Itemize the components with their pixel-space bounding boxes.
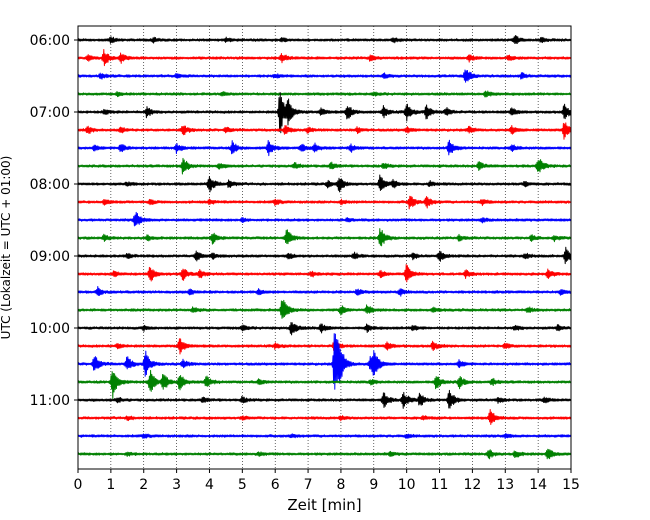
trace-row bbox=[77, 409, 572, 425]
x-tick-label: 2 bbox=[139, 477, 148, 493]
plot-frame bbox=[77, 25, 572, 470]
x-tick-label: 12 bbox=[463, 477, 481, 493]
x-axis-label: Zeit [min] bbox=[287, 496, 361, 514]
trace-row bbox=[77, 35, 572, 45]
trace-row bbox=[77, 211, 572, 227]
x-tick-label: 10 bbox=[398, 477, 416, 493]
x-axis-ticks: 0 1 2 3 4 5 6 7 8 9 10 11 12 13 14 15 bbox=[74, 469, 580, 493]
trace-row bbox=[77, 228, 572, 247]
trace-row bbox=[77, 322, 572, 336]
y-axis-ticks: 06:00 07:00 08:00 09:00 10:00 11:00 bbox=[30, 33, 78, 409]
x-tick-label: 8 bbox=[336, 477, 345, 493]
x-tick-label: 0 bbox=[74, 477, 83, 493]
trace-row bbox=[77, 69, 572, 83]
trace-row bbox=[77, 157, 572, 175]
trace-row bbox=[77, 333, 572, 390]
trace-row bbox=[77, 369, 572, 399]
trace-row bbox=[77, 90, 572, 98]
y-tick-label: 11:00 bbox=[30, 393, 70, 409]
trace-row bbox=[77, 389, 572, 409]
trace-row bbox=[77, 264, 572, 283]
x-tick-label: 13 bbox=[496, 477, 514, 493]
trace-row bbox=[77, 246, 572, 265]
x-tick-label: 3 bbox=[172, 477, 181, 493]
x-tick-label: 5 bbox=[238, 477, 247, 493]
trace-row bbox=[77, 286, 572, 297]
y-tick-label: 07:00 bbox=[30, 105, 70, 121]
trace-row bbox=[77, 122, 572, 140]
trace-row bbox=[77, 195, 572, 210]
x-tick-label: 4 bbox=[205, 477, 214, 493]
x-tick-label: 11 bbox=[431, 477, 449, 493]
x-tick-label: 1 bbox=[106, 477, 115, 493]
x-tick-label: 9 bbox=[369, 477, 378, 493]
trace-row bbox=[77, 92, 572, 134]
x-tick-label: 7 bbox=[304, 477, 313, 493]
x-tick-label: 15 bbox=[562, 477, 580, 493]
grid-lines bbox=[110, 26, 539, 469]
trace-row bbox=[77, 139, 572, 157]
x-tick-label: 14 bbox=[529, 477, 547, 493]
y-tick-label: 08:00 bbox=[30, 177, 70, 193]
x-tick-label: 6 bbox=[271, 477, 280, 493]
trace-row bbox=[77, 448, 572, 460]
trace-row bbox=[77, 174, 572, 193]
trace-row bbox=[77, 432, 572, 440]
trace-row bbox=[77, 299, 572, 319]
y-tick-label: 09:00 bbox=[30, 249, 70, 265]
trace-row bbox=[77, 49, 572, 67]
y-tick-label: 06:00 bbox=[30, 33, 70, 49]
trace-row bbox=[77, 338, 572, 355]
y-tick-label: 10:00 bbox=[30, 321, 70, 337]
seismic-traces bbox=[77, 35, 572, 460]
y-axis-label: UTC (Lokalzeit = UTC + 01:00) bbox=[0, 156, 13, 340]
